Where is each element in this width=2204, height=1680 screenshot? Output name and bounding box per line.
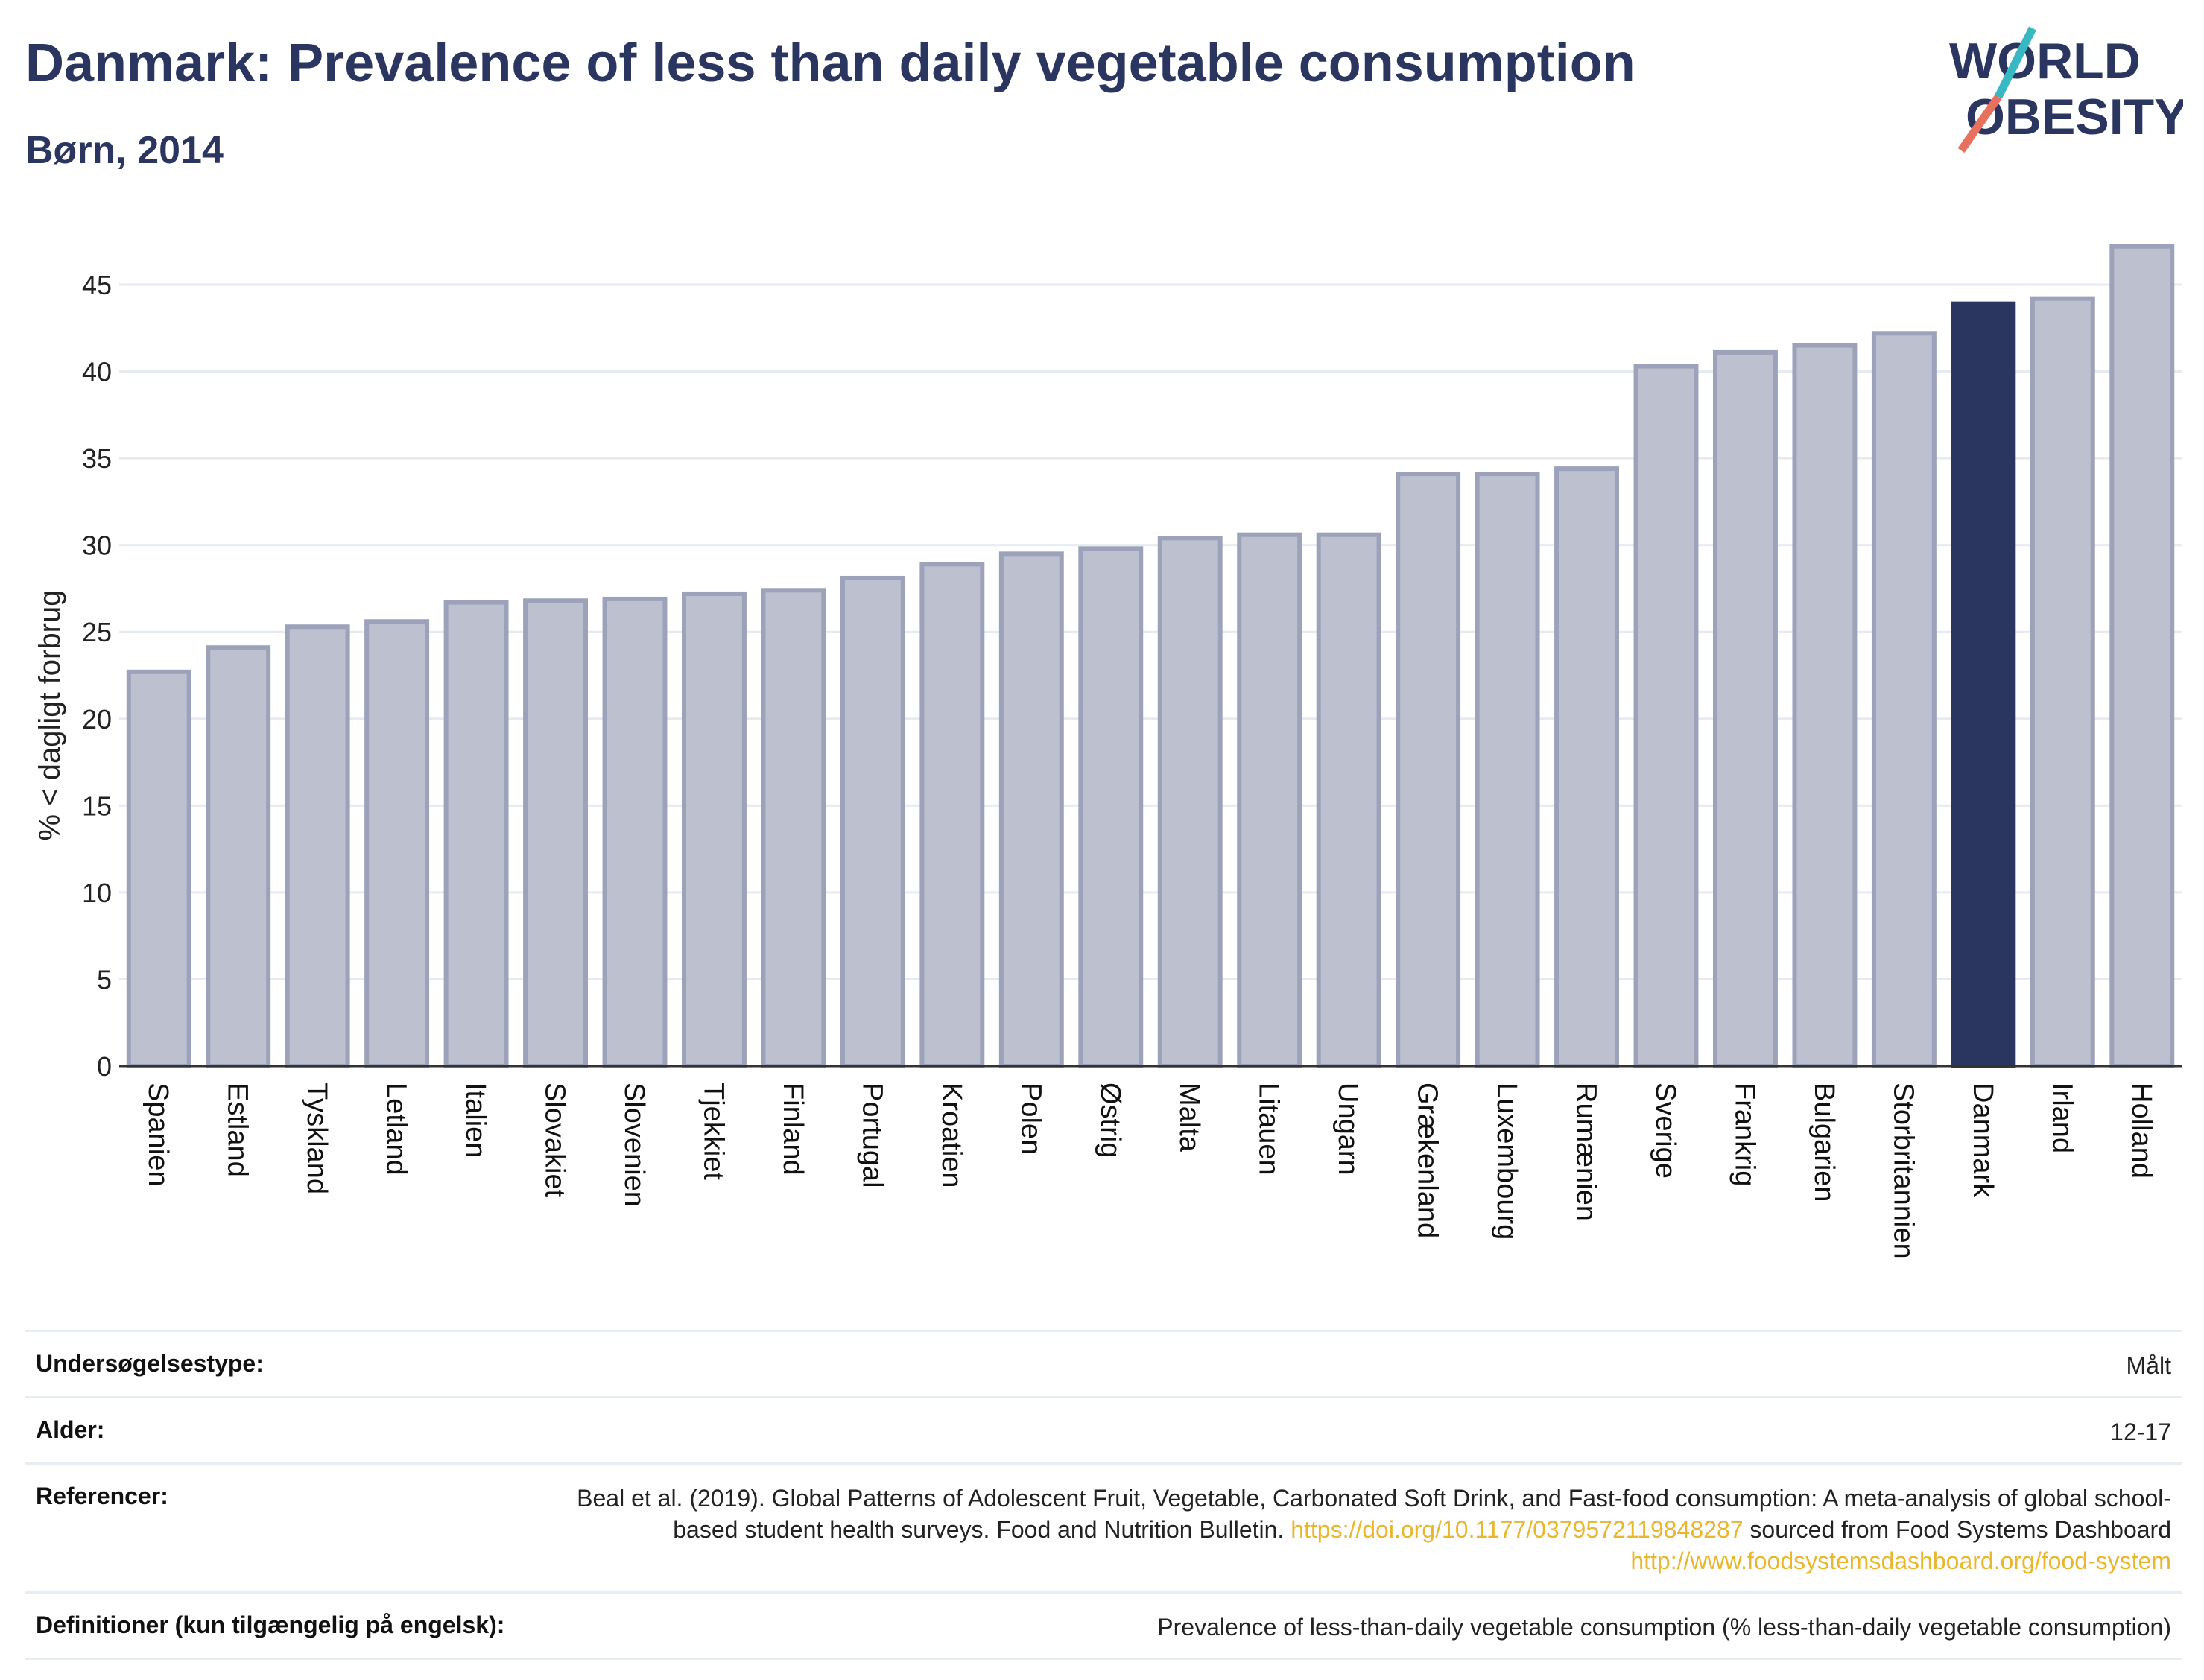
x-tick-label: Spanien [142,1083,174,1186]
bar-storbritannien [1871,331,1937,1068]
bar-finland [761,588,826,1068]
info-value: Målt [2126,1352,2171,1379]
bar-slovakiet [523,598,588,1068]
bar-rumænien [1554,466,1619,1068]
x-tick-label: Estland [222,1083,253,1177]
info-value: Beal et al. (2019). Global Patterns of A… [569,1483,2171,1576]
x-tick-label: Grækenland [1412,1083,1443,1238]
x-tick-label: Irland [2046,1083,2077,1153]
bar-frankrig [1713,349,1778,1068]
x-tick-label: Rumænien [1571,1083,1602,1221]
bar-danmark [1951,301,2016,1068]
info-key: Definitioner (kun tilgængelig på engelsk… [36,1611,505,1638]
bar-grækenland [1396,472,1461,1068]
y-tick-label: 30 [82,530,112,561]
bar-slovenien [602,596,668,1068]
bar-chart: 0 5 10 15 20 25 30 35 40 45 Spanien Estland Tysklan… [34,244,2182,1259]
x-tick-label: Portugal [856,1083,887,1188]
y-tick-label: 25 [82,617,112,647]
bar-tyskland [285,624,350,1068]
bar-østrig [1078,546,1144,1068]
x-tick-label: Finland [777,1083,808,1176]
x-tick-label: Malta [1174,1083,1205,1153]
x-tick-label: Slovakiet [539,1083,571,1198]
info-row-references: Referencer: Beal et al. (2019). Global P… [25,1462,2182,1591]
bar-litauen [1237,532,1302,1068]
chart-subtitle: Børn, 2014 [25,129,224,172]
x-tick-label: Frankrig [1729,1083,1760,1186]
y-axis-ticks: 0 5 10 15 20 25 30 35 40 45 [82,270,112,1082]
x-tick-label: Danmark [1967,1083,1998,1198]
x-tick-label: Polen [1015,1083,1046,1155]
bar-spanien [126,669,191,1068]
x-tick-label: Kroatien [936,1083,967,1188]
info-key: Alder: [36,1416,105,1443]
x-tick-label: Storbritannien [1887,1083,1919,1259]
info-value: 12-17 [2110,1419,2171,1445]
x-tick-label: Sverige [1650,1083,1681,1179]
x-tick-label: Ungarn [1332,1083,1364,1176]
x-tick-label: Slovenien [618,1083,650,1207]
bar-portugal [840,575,905,1068]
x-tick-label: Letland [381,1083,412,1176]
x-tick-label: Litauen [1253,1083,1285,1176]
y-tick-label: 0 [97,1051,112,1082]
bar-ungarn [1316,532,1381,1068]
info-key: Undersøgelsestype: [36,1350,264,1377]
bar-holland [2109,244,2175,1068]
bar-kroatien [919,562,985,1068]
bar-polen [998,551,1064,1068]
bars [119,244,2182,1069]
y-tick-label: 15 [82,790,112,821]
bar-estland [206,645,271,1068]
x-axis-labels: Spanien Estland Tyskland Letland Italien Slov… [142,1083,2157,1259]
dashboard-link[interactable]: http://www.foodsystemsdashboard.org/food… [1630,1547,2171,1574]
y-axis-label: % < dagligt forbrug [34,590,66,841]
world-obesity-logo: WORLD OBESITY [1949,26,2183,153]
info-row-definitions: Definitioner (kun tilgængelig på engelsk… [25,1591,2182,1660]
svg-text:WORLD: WORLD [1949,33,2141,89]
x-tick-label: Holland [2126,1083,2157,1179]
x-tick-label: Østrig [1095,1083,1126,1158]
bar-italien [443,600,509,1068]
bar-bulgarien [1792,343,1858,1069]
reference-text: Beal et al. (2019). Global Patterns of A… [577,1485,2171,1543]
y-tick-label: 20 [82,704,112,735]
y-tick-label: 45 [82,270,112,300]
info-row-age: Alder: 12-17 [25,1396,2182,1462]
bar-irland [2030,296,2095,1068]
x-tick-label: Bulgarien [1808,1083,1840,1202]
x-tick-label: Tjekkiet [697,1083,729,1180]
y-tick-label: 10 [82,878,112,908]
bar-tjekkiet [682,591,747,1068]
x-tick-label: Luxembourg [1491,1083,1522,1240]
bar-letland [364,619,430,1068]
x-tick-label: Italien [460,1083,491,1158]
reference-source-text: sourced from Food Systems Dashboard [1749,1516,2171,1543]
bar-malta [1157,536,1223,1068]
chart-title: Danmark: Prevalence of less than daily v… [25,34,1635,93]
doi-link[interactable]: https://doi.org/10.1177/0379572119848287 [1291,1516,1744,1543]
bar-sverige [1633,364,1699,1069]
y-tick-label: 35 [82,443,112,474]
info-table: Undersøgelsestype: Målt Alder: 12-17 Ref… [25,1330,2182,1660]
x-tick-label: Tyskland [301,1083,332,1194]
bar-luxembourg [1475,472,1540,1068]
info-value: Prevalence of less-than-daily vegetable … [1157,1614,2171,1641]
info-row-survey-type: Undersøgelsestype: Målt [25,1330,2182,1396]
y-tick-label: 40 [82,357,112,387]
info-key: Referencer: [36,1483,168,1509]
y-tick-label: 5 [97,964,112,995]
